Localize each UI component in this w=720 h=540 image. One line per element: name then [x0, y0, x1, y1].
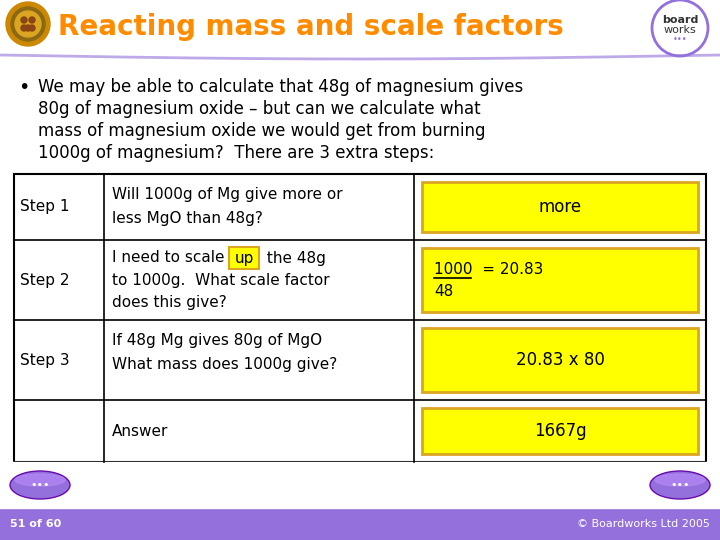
- Text: does this give?: does this give?: [112, 294, 227, 309]
- Text: 20.83 x 80: 20.83 x 80: [516, 351, 604, 369]
- Circle shape: [25, 25, 31, 31]
- Circle shape: [15, 11, 41, 37]
- Circle shape: [652, 0, 708, 56]
- Text: up: up: [234, 251, 253, 266]
- Bar: [422, 328, 698, 392]
- FancyBboxPatch shape: [229, 247, 259, 269]
- Text: Answer: Answer: [112, 423, 168, 438]
- Text: 51 of 60: 51 of 60: [10, 519, 61, 529]
- Text: © Boardworks Ltd 2005: © Boardworks Ltd 2005: [577, 519, 710, 529]
- Circle shape: [29, 25, 35, 31]
- Text: •: •: [18, 78, 30, 97]
- Bar: [14, 174, 706, 462]
- Bar: [422, 248, 698, 312]
- Text: Step 2: Step 2: [20, 273, 70, 287]
- Circle shape: [29, 17, 35, 23]
- Text: •••: •••: [672, 36, 688, 44]
- Ellipse shape: [10, 471, 70, 499]
- Text: more: more: [539, 198, 582, 216]
- Ellipse shape: [650, 471, 710, 499]
- Text: Will 1000g of Mg give more or: Will 1000g of Mg give more or: [112, 186, 343, 201]
- Text: 80g of magnesium oxide – but can we calculate what: 80g of magnesium oxide – but can we calc…: [38, 100, 481, 118]
- Circle shape: [6, 2, 50, 46]
- Text: 1667g: 1667g: [534, 422, 586, 440]
- Text: Reacting mass and scale factors: Reacting mass and scale factors: [58, 13, 564, 41]
- Text: I need to scale: I need to scale: [112, 251, 230, 266]
- Text: works: works: [664, 25, 696, 35]
- Text: mass of magnesium oxide we would get from burning: mass of magnesium oxide we would get fro…: [38, 122, 485, 140]
- Text: Step 3: Step 3: [20, 353, 70, 368]
- Ellipse shape: [655, 474, 705, 486]
- Text: What mass does 1000g give?: What mass does 1000g give?: [112, 356, 337, 372]
- Text: 1000g of magnesium?  There are 3 extra steps:: 1000g of magnesium? There are 3 extra st…: [38, 144, 434, 162]
- Text: less MgO than 48g?: less MgO than 48g?: [112, 211, 263, 226]
- Text: •••: •••: [670, 480, 690, 490]
- Circle shape: [11, 7, 45, 41]
- Ellipse shape: [15, 474, 65, 486]
- Text: If 48g Mg gives 80g of MgO: If 48g Mg gives 80g of MgO: [112, 333, 322, 348]
- Bar: [422, 182, 698, 232]
- Bar: [0, 508, 720, 540]
- Text: 1000  = 20.83: 1000 = 20.83: [434, 262, 544, 278]
- Circle shape: [21, 17, 27, 23]
- Bar: [0, 462, 720, 508]
- Text: Step 1: Step 1: [20, 199, 70, 214]
- Text: board: board: [662, 15, 698, 25]
- Bar: [422, 408, 698, 454]
- Text: 48: 48: [434, 285, 454, 300]
- Text: We may be able to calculate that 48g of magnesium gives: We may be able to calculate that 48g of …: [38, 78, 523, 96]
- Text: the 48g: the 48g: [262, 251, 326, 266]
- Circle shape: [21, 25, 27, 31]
- Text: •••: •••: [30, 480, 50, 490]
- Text: to 1000g.  What scale factor: to 1000g. What scale factor: [112, 273, 330, 287]
